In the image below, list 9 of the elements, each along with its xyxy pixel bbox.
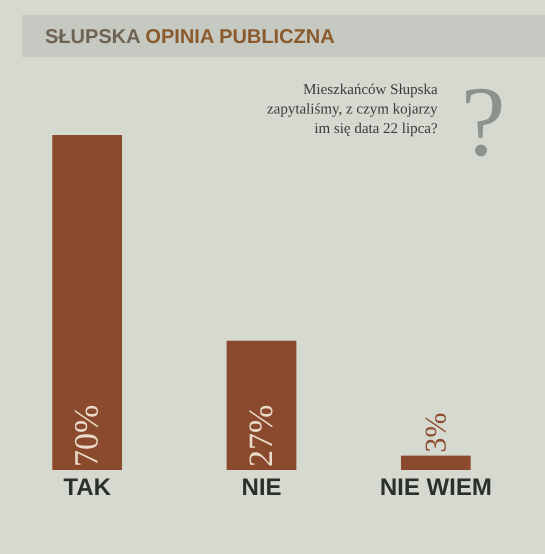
annotation: ? [461, 66, 506, 177]
x-tick-label: NIE WIEM [380, 474, 492, 501]
data-label: 27% [243, 404, 280, 467]
chart-subtitle: Mieszkańców Słupska zapytaliśmy, z czym kojarzy im się data 22 lipca? [267, 82, 438, 137]
data-label: 3% [419, 412, 452, 453]
x-tick-label: TAK [63, 474, 112, 501]
x-tick-label: NIE [241, 474, 282, 501]
chart-title: SŁUPSKA OPINIA PUBLICZNA [45, 26, 335, 48]
data-label: 70% [68, 404, 106, 467]
